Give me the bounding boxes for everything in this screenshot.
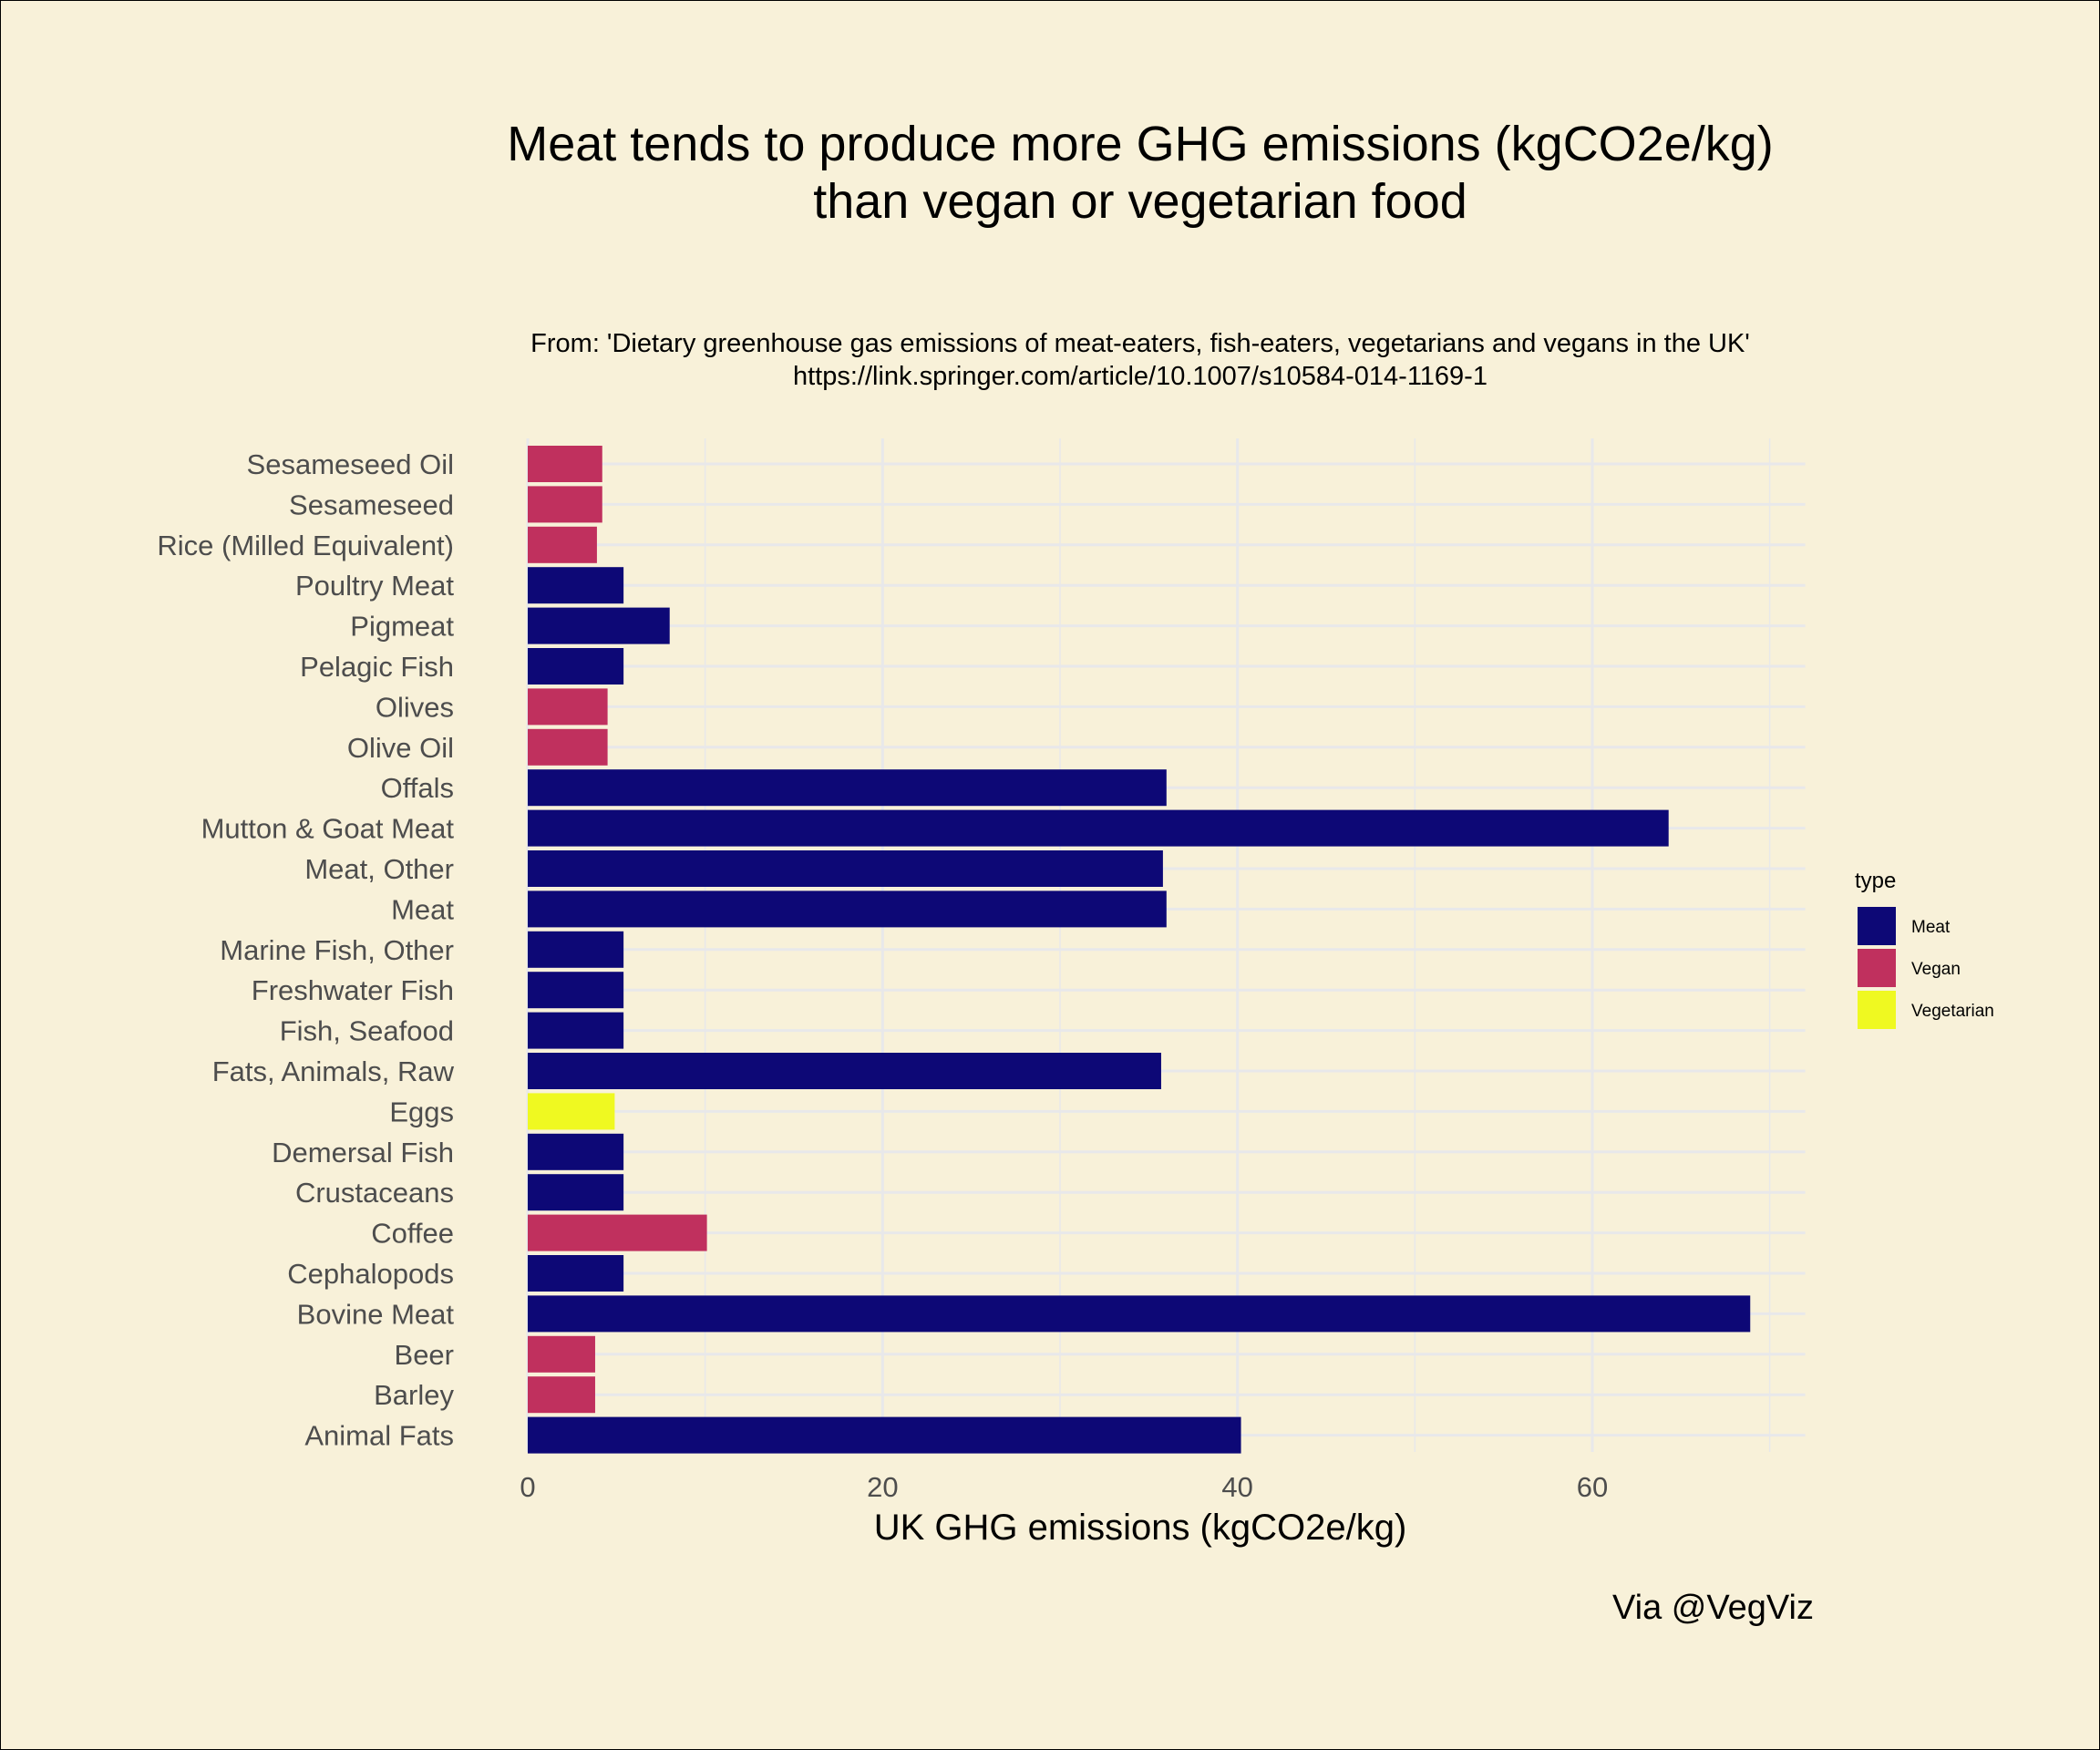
chart-caption: Via @VegViz <box>1612 1589 1814 1627</box>
chart-subtitle-line-1: From: 'Dietary greenhouse gas emissions … <box>530 329 1750 358</box>
bars <box>528 446 1751 1454</box>
y-tick-label-demersal-fish: Demersal Fish <box>272 1137 454 1168</box>
bar-fats-animals-raw <box>528 1053 1161 1089</box>
y-tick-label-eggs: Eggs <box>389 1096 454 1127</box>
bar-animal-fats <box>528 1416 1241 1454</box>
y-tick-label-barley: Barley <box>374 1379 454 1411</box>
legend-swatch-meat <box>1858 907 1896 945</box>
legend: type Meat Vegan Vegetarian <box>1855 869 1994 1029</box>
x-tick-label: 20 <box>867 1471 898 1503</box>
bar-poultry-meat <box>528 567 624 604</box>
bar-bovine-meat <box>528 1295 1751 1333</box>
y-tick-label-olive-oil: Olive Oil <box>347 732 454 764</box>
y-axis-tick-labels: Sesameseed Oil Sesameseed Rice (Milled Equ… <box>157 448 454 1452</box>
y-tick-label-coffee: Coffee <box>371 1218 454 1250</box>
chart-title-line-1: Meat tends to produce more GHG emissions… <box>507 117 1774 171</box>
bar-marine-fish-other <box>528 931 624 968</box>
y-tick-label-bovine-meat: Bovine Meat <box>297 1298 455 1330</box>
legend-swatch-vegan <box>1858 949 1896 987</box>
legend-label-vegetarian: Vegetarian <box>1911 1002 1994 1021</box>
y-tick-label-offals: Offals <box>381 772 454 804</box>
x-tick-label: 40 <box>1221 1471 1252 1503</box>
chart-title-line-2: than vegan or vegetarian food <box>813 174 1467 229</box>
bar-pigmeat <box>528 607 670 644</box>
y-tick-label-fish-seafood: Fish, Seafood <box>280 1015 454 1047</box>
y-tick-label-mutton-goat-meat: Mutton & Goat Meat <box>201 813 455 845</box>
bar-crustaceans <box>528 1174 624 1211</box>
bar-pelagic-fish <box>528 648 624 685</box>
bar-coffee <box>528 1214 707 1251</box>
bar-olive-oil <box>528 728 608 766</box>
y-tick-label-meat-other: Meat, Other <box>304 853 454 885</box>
legend-label-meat: Meat <box>1911 918 1951 937</box>
bar-barley <box>528 1376 595 1414</box>
y-tick-label-olives: Olives <box>376 691 454 723</box>
bar-sesameseed-oil <box>528 446 602 482</box>
y-tick-label-beer: Beer <box>395 1339 454 1371</box>
bar-meat <box>528 890 1167 928</box>
chart-subtitle-line-2: https://link.springer.com/article/10.100… <box>793 362 1488 391</box>
x-tick-label: 60 <box>1577 1471 1608 1503</box>
y-tick-label-sesameseed: Sesameseed <box>289 489 454 520</box>
y-tick-label-pelagic-fish: Pelagic Fish <box>300 651 454 683</box>
legend-swatch-vegetarian <box>1858 991 1896 1029</box>
y-tick-label-animal-fats: Animal Fats <box>304 1420 454 1452</box>
x-axis-label: UK GHG emissions (kgCO2e/kg) <box>874 1508 1407 1548</box>
bar-meat-other <box>528 850 1163 887</box>
bar-offals <box>528 769 1167 807</box>
bar-freshwater-fish <box>528 972 624 1009</box>
legend-label-vegan: Vegan <box>1911 960 1961 979</box>
legend-title: type <box>1855 869 1896 893</box>
bar-demersal-fish <box>528 1133 624 1170</box>
bar-eggs <box>528 1093 615 1130</box>
y-tick-label-crustaceans: Crustaceans <box>295 1177 454 1209</box>
y-tick-label-freshwater-fish: Freshwater Fish <box>252 974 454 1006</box>
bar-olives <box>528 688 608 726</box>
y-tick-label-cephalopods: Cephalopods <box>287 1258 454 1290</box>
bar-rice-milled-equivalent <box>528 526 597 563</box>
bar-beer <box>528 1335 595 1373</box>
y-tick-label-sesameseed-oil: Sesameseed Oil <box>247 448 454 480</box>
y-tick-label-meat: Meat <box>391 893 454 925</box>
y-tick-label-fats-animals-raw: Fats, Animals, Raw <box>212 1055 455 1087</box>
x-axis-tick-labels: 0 20 40 60 <box>520 1471 1608 1503</box>
y-tick-label-poultry-meat: Poultry Meat <box>295 570 454 602</box>
bar-mutton-goat-meat <box>528 809 1669 847</box>
bar-sesameseed <box>528 486 602 523</box>
y-tick-label-rice-milled-equivalent: Rice (Milled Equivalent) <box>157 530 454 561</box>
y-tick-label-marine-fish-other: Marine Fish, Other <box>220 934 454 966</box>
y-tick-label-pigmeat: Pigmeat <box>350 611 454 643</box>
x-tick-label: 0 <box>520 1471 535 1503</box>
bar-cephalopods <box>528 1255 624 1292</box>
bar-fish-seafood <box>528 1012 624 1049</box>
